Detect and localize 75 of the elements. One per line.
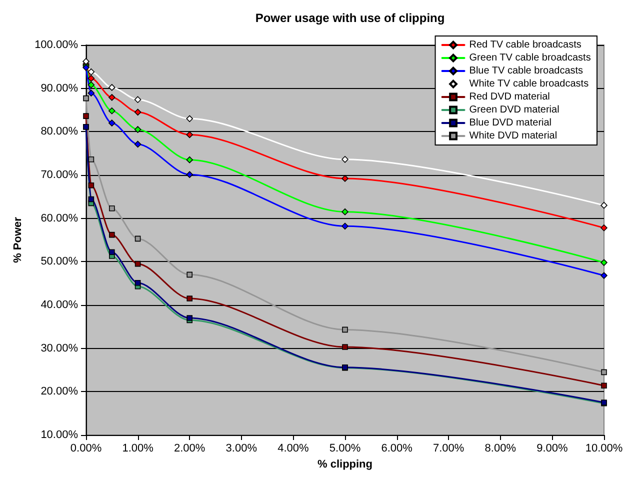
point — [342, 175, 348, 182]
point — [342, 326, 348, 333]
point — [88, 74, 95, 82]
legend-label: White DVD material — [469, 130, 558, 142]
point — [134, 236, 141, 242]
point — [134, 96, 142, 103]
x-tick-label: 0.00% — [70, 442, 102, 454]
point — [600, 202, 608, 209]
y-tick-label: 90.00% — [40, 82, 78, 94]
point — [134, 280, 141, 286]
y-tick-label: 80.00% — [40, 126, 78, 138]
point — [83, 113, 89, 119]
legend-label: Blue DVD material — [469, 118, 552, 128]
point — [109, 249, 115, 256]
point — [186, 171, 193, 178]
point — [186, 315, 192, 321]
point — [134, 108, 142, 116]
point — [134, 140, 142, 148]
x-tick-label: 5.00% — [329, 442, 361, 454]
legend-label: Green DVD material — [469, 104, 560, 116]
point — [88, 196, 94, 202]
legend-label: Blue TV cable broadcasts — [469, 66, 584, 76]
point — [186, 115, 193, 122]
y-tick-label: 40.00% — [40, 299, 78, 311]
x-tick-label: 6.00% — [381, 442, 413, 454]
y-tick-label: 50.00% — [40, 256, 78, 268]
legend-label: White TV cable broadcasts — [469, 78, 589, 90]
x-tick-label: 8.00% — [484, 442, 516, 454]
y-tick-label: 10.00% — [40, 429, 78, 441]
x-tick-label: 9.00% — [536, 442, 568, 454]
y-tick-label: 70.00% — [40, 169, 78, 181]
x-tick-label: 7.00% — [433, 442, 464, 454]
point — [108, 120, 116, 126]
point — [601, 369, 607, 376]
point — [109, 232, 115, 238]
point — [600, 272, 608, 279]
point — [88, 68, 95, 76]
x-tick-label: 2.00% — [174, 442, 206, 454]
chart-title: Power usage with use of clipping — [255, 11, 445, 25]
point — [134, 260, 141, 267]
point — [600, 259, 608, 266]
point — [342, 344, 348, 350]
point — [600, 224, 608, 232]
x-tick-label: 4.00% — [278, 442, 310, 454]
legend-label: Green TV cable broadcasts — [469, 52, 591, 64]
y-tick-label: 60.00% — [40, 212, 78, 224]
point — [186, 272, 192, 278]
point — [108, 107, 116, 114]
point — [82, 58, 90, 65]
point — [186, 131, 193, 138]
y-axis-title: % Power — [12, 216, 24, 263]
point — [108, 84, 116, 91]
point — [88, 90, 95, 96]
point — [88, 182, 94, 188]
point — [342, 156, 348, 163]
point — [109, 205, 115, 212]
legend-label: Red TV cable broadcasts — [469, 40, 582, 50]
point — [601, 382, 607, 388]
legend-label: Red DVD material — [469, 92, 550, 102]
x-tick-label: 1.00% — [122, 442, 154, 454]
x-tick-label: 3.00% — [226, 442, 258, 454]
point — [342, 208, 348, 216]
y-tick-label: 100.00% — [34, 39, 78, 51]
y-tick-label: 20.00% — [40, 386, 78, 398]
point — [88, 81, 95, 88]
y-tick-label: 30.00% — [40, 342, 78, 354]
point — [186, 156, 193, 164]
point — [108, 94, 116, 101]
point — [83, 95, 89, 102]
point — [342, 222, 348, 230]
point — [186, 296, 192, 302]
point — [134, 126, 142, 133]
point — [88, 156, 94, 162]
x-tick-label: 10.00% — [585, 442, 623, 454]
x-axis-title: % clipping — [318, 458, 372, 470]
